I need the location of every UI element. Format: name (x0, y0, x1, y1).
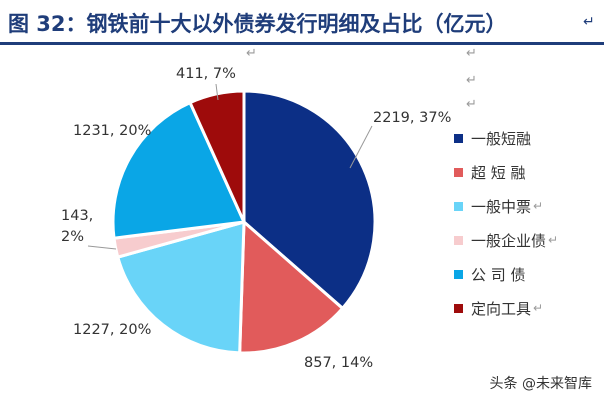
legend-swatch (454, 303, 463, 313)
legend-item: 公 司 债 (454, 257, 558, 291)
paragraph-mark-icon: ↵ (533, 301, 544, 315)
data-label: 1231, 20% (73, 123, 151, 139)
data-label: 2219, 37% (373, 110, 451, 126)
data-label: 857, 14% (304, 355, 373, 371)
paragraph-mark-icon: ↵ (583, 14, 595, 30)
legend-item: 一般短融 (454, 121, 558, 155)
legend-item: 定向工具 ↵ (454, 291, 558, 325)
legend-swatch (454, 201, 463, 211)
title-divider (0, 42, 604, 45)
legend-label: 超 短 融 (471, 163, 526, 182)
paragraph-mark-icon: ↵ (246, 46, 257, 61)
legend-label: 一般企业债 (471, 231, 547, 250)
legend-swatch (454, 167, 463, 177)
legend-swatch (454, 269, 463, 279)
legend-swatch (454, 133, 463, 143)
title-bar: 图 32：钢铁前十大以外债券发行明细及占比（亿元） ↵ (0, 0, 604, 45)
paragraph-mark-icon: ↵ (533, 199, 544, 213)
paragraph-mark-icon: ↵ (548, 233, 559, 247)
chart-title: 图 32：钢铁前十大以外债券发行明细及占比（亿元） (8, 12, 507, 36)
paragraph-mark-icon: ↵ (466, 73, 477, 88)
legend-item: 超 短 融 (454, 155, 558, 189)
pie-slice (242, 89, 377, 311)
leader-line (215, 83, 219, 101)
legend-label: 公 司 债 (471, 265, 526, 284)
legend-item: 一般中票 ↵ (454, 189, 558, 223)
leader-line (349, 125, 373, 169)
paragraph-mark-icon: ↵ (466, 46, 477, 61)
legend-swatch (454, 235, 463, 245)
data-label: 411, 7% (176, 66, 236, 82)
legend: 一般短融 超 短 融 一般中票 ↵ 一般企业债 ↵ 公 司 债 定向工具 ↵ (454, 121, 558, 325)
pie-slice (238, 218, 345, 355)
legend-label: 一般短融 (471, 129, 532, 148)
pie-slice (111, 100, 247, 240)
data-label: 1227, 20% (73, 322, 151, 338)
watermark: 头条 @未来智库 (485, 371, 596, 395)
pie-slice (188, 89, 246, 223)
leader-line (87, 245, 117, 250)
paragraph-mark-icon: ↵ (466, 97, 477, 112)
pie-slice (115, 220, 246, 355)
legend-label: 定向工具 (471, 299, 532, 318)
legend-item: 一般企业债 ↵ (454, 223, 558, 257)
legend-label: 一般中票 (471, 197, 532, 216)
data-label: 143, 2% (61, 208, 93, 245)
